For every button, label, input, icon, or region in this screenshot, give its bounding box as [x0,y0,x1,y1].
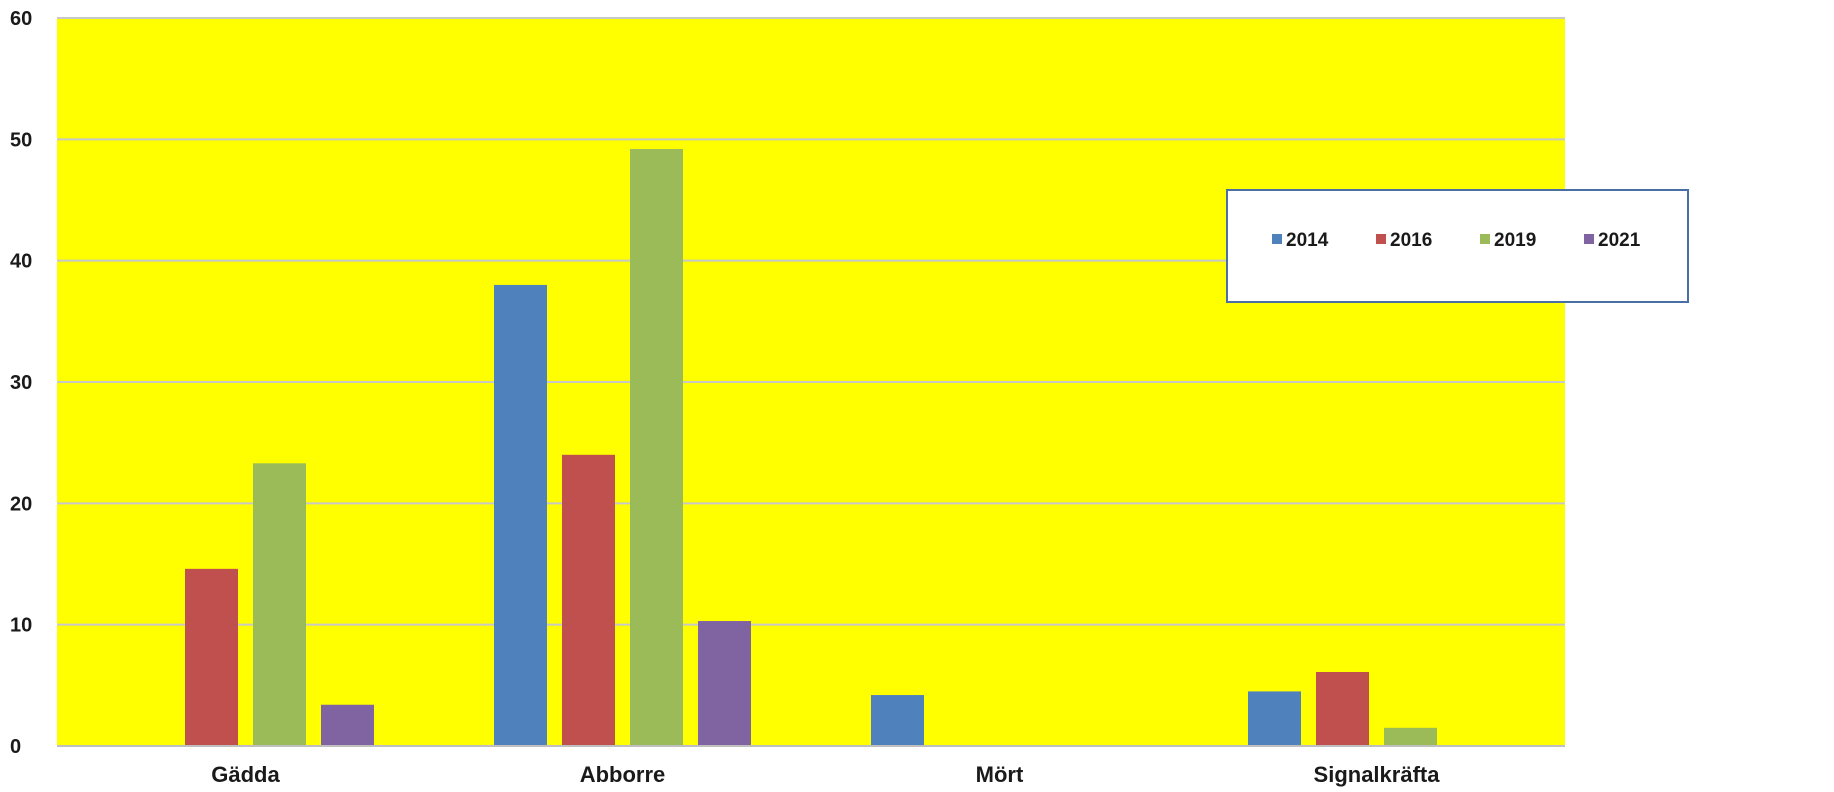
bar-2016-Signalkräfta [1316,671,1369,746]
legend-swatch [1272,234,1282,244]
y-tick-label: 20 [10,493,32,515]
bar-2016-Abborre [562,454,615,746]
x-category-label: Abborre [580,762,666,787]
y-tick-label: 60 [10,8,32,30]
x-axis-category-labels: Gädda Abborre Mört Signalkräfta [211,762,1440,787]
bar-2021-Abborre [698,621,751,746]
bar-2019-Signalkräfta [1384,727,1437,746]
y-tick-label: 10 [10,615,32,637]
legend-box [1226,189,1689,303]
legend: 2014 2016 2019 2021 [1226,189,1689,303]
y-tick-label: 40 [10,251,32,273]
gridlines [57,17,1565,626]
legend-label: 2019 [1494,230,1536,251]
bar-2014-Mört [871,695,924,746]
bar-2021-Gädda [321,704,374,746]
bars [185,149,1437,747]
y-tick-label: 0 [10,736,21,758]
y-tick-label: 30 [10,372,32,394]
legend-swatch [1376,234,1386,244]
bar-2014-Signalkräfta [1248,691,1301,746]
bar-2014-Abborre [494,284,547,746]
legend-label: 2014 [1286,230,1329,251]
bar-2016-Gädda [185,568,238,746]
bar-2019-Gädda [253,463,306,746]
legend-swatch [1584,234,1594,244]
y-axis-tick-labels: 0 10 20 30 40 50 60 [10,8,32,758]
legend-label: 2021 [1598,230,1641,251]
legend-swatch [1480,234,1490,244]
y-tick-label: 50 [10,129,32,151]
bar-2019-Abborre [630,149,683,747]
x-category-label: Signalkräfta [1314,762,1441,787]
legend-label: 2016 [1390,230,1432,251]
x-category-label: Mört [976,762,1024,787]
legend-items: 2014 2016 2019 2021 [1272,230,1641,251]
x-category-label: Gädda [211,762,280,787]
